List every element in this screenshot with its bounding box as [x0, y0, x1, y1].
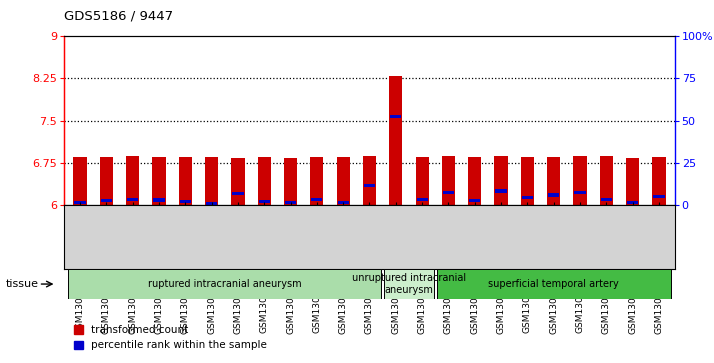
- Bar: [363, 156, 376, 205]
- Bar: [311, 198, 323, 201]
- Bar: [521, 157, 534, 205]
- Bar: [100, 157, 113, 205]
- Bar: [600, 156, 613, 205]
- Bar: [573, 156, 587, 205]
- Bar: [69, 269, 381, 299]
- Bar: [627, 201, 638, 204]
- Legend: transformed count, percentile rank within the sample: transformed count, percentile rank withi…: [69, 321, 271, 355]
- Bar: [258, 157, 271, 205]
- Text: ruptured intracranial aneurysm: ruptured intracranial aneurysm: [148, 279, 301, 289]
- Bar: [338, 201, 348, 204]
- Bar: [152, 157, 166, 205]
- Text: unruptured intracranial
aneurysm: unruptured intracranial aneurysm: [352, 273, 466, 295]
- Bar: [180, 200, 191, 203]
- Bar: [442, 156, 455, 205]
- Text: GDS5186 / 9447: GDS5186 / 9447: [64, 9, 174, 22]
- Text: superficial temporal artery: superficial temporal artery: [488, 279, 619, 289]
- Bar: [178, 157, 192, 205]
- Bar: [258, 200, 270, 203]
- Bar: [384, 269, 434, 299]
- Bar: [416, 198, 428, 201]
- Bar: [653, 195, 665, 198]
- Bar: [126, 156, 139, 205]
- Bar: [364, 184, 375, 187]
- Bar: [469, 199, 481, 202]
- Bar: [206, 202, 217, 205]
- Bar: [468, 157, 481, 205]
- Bar: [231, 158, 244, 205]
- Bar: [311, 157, 323, 205]
- Bar: [336, 157, 350, 205]
- Bar: [74, 201, 86, 204]
- Bar: [600, 198, 612, 201]
- Bar: [574, 191, 585, 194]
- Bar: [443, 191, 454, 194]
- Bar: [416, 157, 428, 205]
- Bar: [285, 201, 296, 204]
- Bar: [154, 199, 165, 201]
- Bar: [496, 189, 507, 193]
- Bar: [547, 157, 560, 205]
- Bar: [284, 158, 297, 205]
- Bar: [389, 76, 403, 205]
- Bar: [205, 157, 218, 205]
- Text: tissue: tissue: [6, 279, 39, 289]
- Bar: [74, 157, 86, 205]
- Bar: [653, 157, 665, 205]
- Bar: [436, 269, 670, 299]
- Bar: [626, 158, 639, 205]
- Bar: [522, 196, 533, 199]
- Bar: [101, 199, 112, 202]
- Bar: [495, 156, 508, 205]
- Bar: [391, 115, 401, 118]
- Bar: [127, 198, 139, 201]
- Bar: [232, 192, 243, 195]
- Bar: [548, 193, 559, 196]
